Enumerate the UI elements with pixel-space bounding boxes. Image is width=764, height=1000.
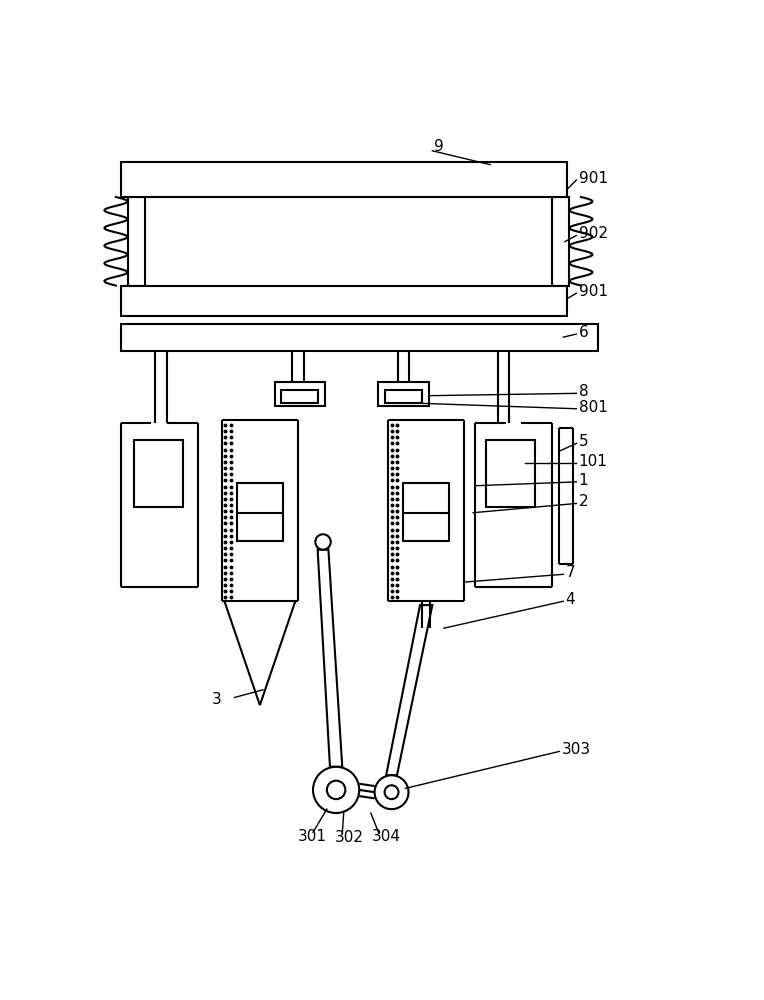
Text: 902: 902 (578, 226, 607, 241)
Bar (121, 324, 598, 351)
Text: 5: 5 (578, 434, 588, 449)
Text: 3: 3 (212, 692, 221, 707)
Bar (378, 382, 429, 406)
Text: 304: 304 (372, 829, 401, 844)
Text: 303: 303 (562, 742, 591, 757)
Bar (552, 197, 568, 286)
Bar (121, 286, 567, 316)
Bar (274, 382, 325, 406)
Text: 301: 301 (298, 829, 327, 844)
Text: 4: 4 (565, 592, 575, 607)
Circle shape (384, 785, 399, 799)
Text: 302: 302 (335, 830, 364, 845)
Bar (237, 483, 283, 541)
Text: 1: 1 (578, 473, 588, 488)
Polygon shape (386, 605, 432, 775)
Circle shape (316, 534, 331, 550)
Text: 7: 7 (565, 565, 575, 580)
Text: 901: 901 (578, 171, 607, 186)
Bar (384, 389, 422, 403)
Text: 901: 901 (578, 284, 607, 299)
Circle shape (374, 775, 409, 809)
Text: 2: 2 (578, 494, 588, 509)
Bar (486, 440, 535, 507)
Bar (121, 162, 567, 197)
Text: 9: 9 (434, 139, 444, 154)
Bar (403, 483, 449, 541)
Text: 8: 8 (578, 384, 588, 399)
Bar (134, 440, 183, 507)
Bar (280, 389, 318, 403)
Text: 801: 801 (578, 400, 607, 415)
Text: 6: 6 (578, 325, 588, 340)
Circle shape (313, 767, 359, 813)
Bar (128, 197, 145, 286)
Text: 101: 101 (578, 454, 607, 469)
Polygon shape (318, 550, 342, 767)
Circle shape (327, 781, 345, 799)
